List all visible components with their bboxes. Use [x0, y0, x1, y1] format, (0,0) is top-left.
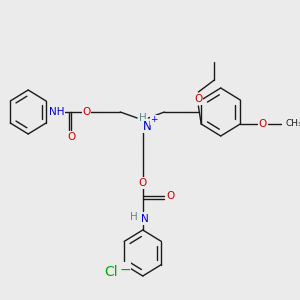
- Text: O: O: [194, 94, 202, 104]
- Text: O: O: [259, 119, 267, 129]
- Text: N: N: [143, 119, 152, 133]
- Text: H: H: [130, 212, 137, 222]
- Text: −: −: [119, 263, 131, 277]
- Text: N: N: [141, 214, 148, 224]
- Text: Cl: Cl: [104, 265, 118, 279]
- Text: O: O: [67, 132, 76, 142]
- Text: +: +: [150, 116, 158, 124]
- Text: CH₃: CH₃: [286, 119, 300, 128]
- Text: O: O: [139, 178, 147, 188]
- Text: NH: NH: [49, 107, 64, 117]
- Text: O: O: [82, 107, 91, 117]
- Text: O: O: [167, 191, 175, 201]
- Text: H: H: [139, 113, 147, 123]
